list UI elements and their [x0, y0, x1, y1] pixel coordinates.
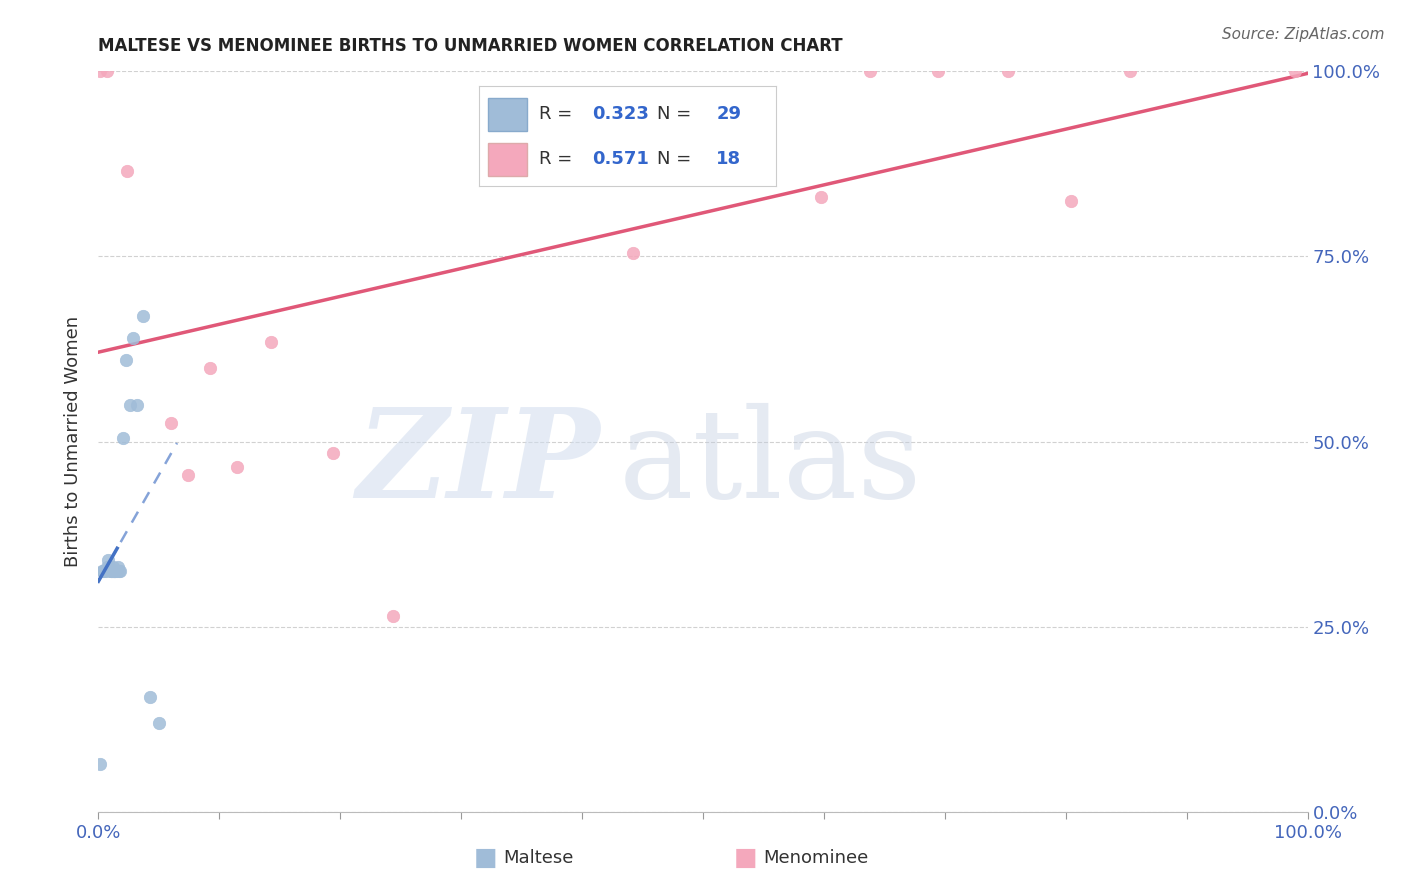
Point	[97, 553, 120, 567]
Point	[104, 564, 127, 578]
Text: Source: ZipAtlas.com: Source: ZipAtlas.com	[1222, 27, 1385, 42]
Point	[1284, 64, 1306, 78]
Point	[997, 64, 1019, 78]
Point	[621, 245, 644, 260]
Point	[127, 398, 149, 412]
Point	[100, 564, 122, 578]
Point	[101, 560, 124, 574]
Point	[859, 64, 882, 78]
Point	[108, 564, 131, 578]
Point	[98, 560, 121, 574]
Point	[132, 309, 155, 323]
Point	[111, 431, 134, 445]
Text: Maltese: Maltese	[503, 849, 574, 867]
Point	[103, 564, 125, 578]
Point	[322, 445, 344, 459]
Point	[89, 756, 111, 771]
Point	[160, 416, 183, 430]
Text: atlas: atlas	[619, 403, 922, 524]
Text: Menominee: Menominee	[763, 849, 869, 867]
Point	[100, 564, 122, 578]
Point	[94, 564, 117, 578]
Text: ZIP: ZIP	[357, 403, 600, 524]
Point	[382, 608, 405, 623]
Point	[93, 564, 115, 578]
Point	[91, 564, 114, 578]
Point	[115, 353, 138, 368]
Point	[105, 564, 128, 578]
Point	[1119, 64, 1142, 78]
Point	[101, 564, 124, 578]
Point	[96, 64, 118, 78]
Y-axis label: Births to Unmarried Women: Births to Unmarried Women	[65, 316, 83, 567]
Point	[91, 564, 114, 578]
Point	[198, 360, 221, 375]
Point	[100, 564, 122, 578]
Point	[96, 560, 118, 574]
Point	[139, 690, 162, 704]
Point	[118, 398, 141, 412]
Point	[148, 715, 170, 730]
Text: ■: ■	[734, 847, 756, 870]
Point	[260, 334, 283, 349]
Point	[103, 564, 125, 578]
Point	[89, 64, 111, 78]
Point	[177, 467, 200, 482]
Point	[226, 460, 249, 475]
Point	[927, 64, 949, 78]
Point	[108, 564, 131, 578]
Text: MALTESE VS MENOMINEE BIRTHS TO UNMARRIED WOMEN CORRELATION CHART: MALTESE VS MENOMINEE BIRTHS TO UNMARRIED…	[98, 37, 844, 54]
Point	[104, 564, 127, 578]
Text: ■: ■	[474, 847, 496, 870]
Point	[1059, 194, 1081, 208]
Point	[107, 560, 129, 574]
Point	[810, 190, 832, 204]
Point	[122, 331, 145, 345]
Point	[117, 164, 139, 178]
